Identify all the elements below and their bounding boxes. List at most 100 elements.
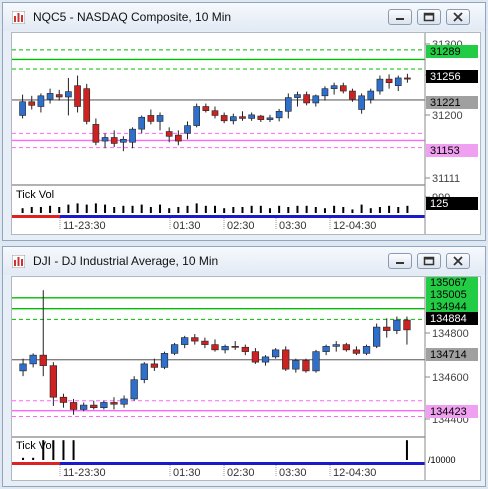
candle-body: [403, 319, 411, 331]
minimize-button[interactable]: [388, 253, 412, 269]
candle-body: [100, 402, 108, 409]
price-tag-label: 134944: [430, 301, 467, 313]
time-label: 03:30: [279, 220, 307, 232]
candle-body: [230, 116, 237, 122]
candle-body: [92, 124, 100, 143]
volume-bar: [52, 440, 55, 460]
volume-bar: [397, 207, 400, 213]
session-bar-red: [12, 462, 60, 465]
price-tag: [426, 197, 478, 210]
volume-bar: [323, 208, 326, 213]
candle-body: [19, 101, 26, 116]
volume-bar: [259, 205, 262, 213]
candle-body: [39, 354, 47, 366]
title-bar[interactable]: DJI - DJ Industrial Average, 10 Min: [3, 247, 485, 275]
candle-body: [138, 116, 146, 130]
volume-bar: [360, 204, 363, 213]
price-tag-label: 135067: [430, 277, 467, 289]
candle-body: [83, 88, 91, 122]
chart-pane[interactable]: Tick Vol 11-23:30 01:30 02:30 03:30 12-04:30…: [11, 32, 481, 235]
candle-body: [330, 85, 338, 89]
candle-body: [120, 398, 128, 405]
candle-body: [191, 337, 199, 342]
candle-body: [248, 114, 255, 119]
candle-body: [239, 116, 246, 119]
price-axis: 3130031250312003111199931289312563122131…: [424, 33, 478, 234]
candle-body: [312, 351, 320, 372]
volume-bar: [296, 205, 299, 213]
price-chart[interactable]: Tick Vol /10000 11-23:30 01:30 02:30 03:30 1…: [12, 277, 480, 480]
candle-body: [284, 97, 292, 112]
chart-pane[interactable]: Tick Vol /10000 11-23:30 01:30 02:30 03:30 1…: [11, 276, 481, 481]
volume-bar: [232, 207, 235, 213]
time-axis: 11-23:30 01:30 02:30 03:30 12-04:30: [12, 462, 425, 479]
minimize-button[interactable]: [388, 9, 412, 25]
close-button[interactable]: [446, 9, 470, 25]
volume-bar: [58, 207, 61, 213]
maximize-button[interactable]: [417, 9, 441, 25]
volume-bar: [49, 205, 52, 213]
price-tag: [426, 348, 478, 361]
candle-body: [55, 94, 63, 98]
candle-body: [220, 115, 228, 122]
volume-bar: [204, 205, 207, 213]
maximize-button[interactable]: [417, 253, 441, 269]
time-axis: 11-23:30 01:30 02:30 03:30 12-04:30: [12, 215, 425, 232]
candle-body: [110, 137, 118, 144]
price-tag: [426, 96, 478, 109]
nqc5-chart-window: NQC5 - NASDAQ Composite, 10 Min Tick Vol…: [2, 2, 486, 241]
window-title: DJI - DJ Industrial Average, 10 Min: [33, 254, 219, 268]
candle-body: [90, 404, 98, 409]
title-bar[interactable]: NQC5 - NASDAQ Composite, 10 Min: [3, 3, 485, 31]
close-icon: [453, 256, 463, 266]
volume-bar: [241, 207, 244, 213]
candle-body: [339, 85, 347, 92]
close-button[interactable]: [446, 253, 470, 269]
price-tag-label: 31153: [430, 145, 460, 157]
window-title: NQC5 - NASDAQ Composite, 10 Min: [33, 10, 232, 24]
candle-body: [266, 117, 274, 120]
level-lines: [12, 297, 425, 417]
candle-body: [165, 131, 173, 137]
volume-bar: [333, 205, 336, 213]
price-tag-label: 134884: [430, 313, 467, 325]
candle-body: [282, 349, 290, 370]
candle-body: [65, 91, 72, 98]
price-tag-label: 31256: [430, 71, 461, 83]
candle-body: [312, 95, 320, 104]
volume-bar: [39, 207, 42, 213]
candle-body: [251, 351, 260, 363]
volume-pane-label: Tick Vol: [16, 440, 54, 452]
candle-body: [261, 356, 270, 363]
candle-body: [231, 346, 239, 348]
volume-bar: [76, 203, 79, 213]
price-tag-label: 31289: [430, 46, 461, 58]
candle-body: [193, 106, 200, 126]
candle-body: [80, 404, 88, 410]
volume-bar: [72, 440, 75, 460]
price-tag: [426, 45, 478, 58]
close-icon: [453, 12, 463, 22]
price-tag-label: 135005: [430, 289, 467, 301]
candle-body: [120, 138, 127, 143]
candle-body: [404, 77, 411, 80]
volume-bar: [168, 208, 171, 213]
volume-pane-label: Tick Vol: [16, 189, 54, 201]
volume-bar: [186, 205, 189, 213]
candle-body: [140, 363, 148, 380]
volume-bar: [406, 205, 409, 213]
volume-bar: [140, 204, 143, 213]
price-tag: [426, 312, 478, 325]
candle-body: [110, 402, 118, 405]
candle-body: [321, 88, 329, 97]
chart-app-icon: [12, 11, 25, 24]
price-axis-label: 31111: [432, 173, 460, 185]
candle-body: [362, 346, 371, 354]
price-chart[interactable]: Tick Vol 11-23:30 01:30 02:30 03:30 12-04:30…: [12, 33, 480, 234]
candle-body: [28, 101, 36, 106]
candle-body: [241, 346, 249, 352]
volume-bar: [405, 440, 408, 460]
session-bar-blue: [60, 462, 425, 465]
candle-body: [271, 349, 280, 358]
price-tag-label: 31221: [430, 97, 461, 109]
